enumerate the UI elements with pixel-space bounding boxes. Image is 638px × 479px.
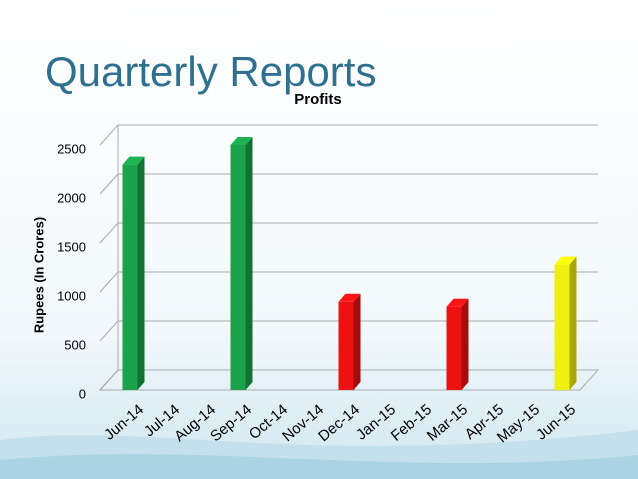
grid-line bbox=[99, 124, 598, 146]
bar bbox=[338, 301, 354, 390]
chart-title: Profits bbox=[294, 91, 342, 108]
bar-top bbox=[554, 256, 577, 265]
y-tick-label: 1500 bbox=[57, 239, 86, 254]
slide-title: Quarterly Reports bbox=[45, 48, 376, 95]
y-axis-label: Rupees (In Crores) bbox=[31, 217, 46, 333]
bar-side bbox=[461, 298, 469, 390]
bar-top bbox=[338, 293, 361, 302]
grid-line bbox=[99, 173, 598, 195]
bar-top bbox=[446, 298, 469, 307]
y-tick-label: 2000 bbox=[57, 190, 86, 205]
y-tick-label: 1000 bbox=[57, 288, 86, 303]
bar-top bbox=[122, 156, 145, 165]
grid-line bbox=[99, 320, 598, 342]
grid-line bbox=[99, 271, 598, 293]
bar-top bbox=[230, 137, 253, 145]
bar-side bbox=[569, 256, 577, 390]
grid-line bbox=[99, 369, 598, 391]
bar-side bbox=[353, 293, 361, 390]
y-tick-label: 0 bbox=[79, 386, 86, 401]
bar-side bbox=[245, 137, 253, 390]
bar bbox=[122, 164, 138, 390]
bar bbox=[446, 306, 462, 390]
wave bbox=[0, 454, 638, 479]
y-tick-label: 500 bbox=[64, 337, 86, 352]
bar bbox=[230, 145, 246, 390]
grid-line bbox=[99, 222, 598, 244]
bar-side bbox=[137, 156, 145, 390]
y-tick-label: 2500 bbox=[57, 141, 86, 156]
bar bbox=[554, 264, 570, 390]
